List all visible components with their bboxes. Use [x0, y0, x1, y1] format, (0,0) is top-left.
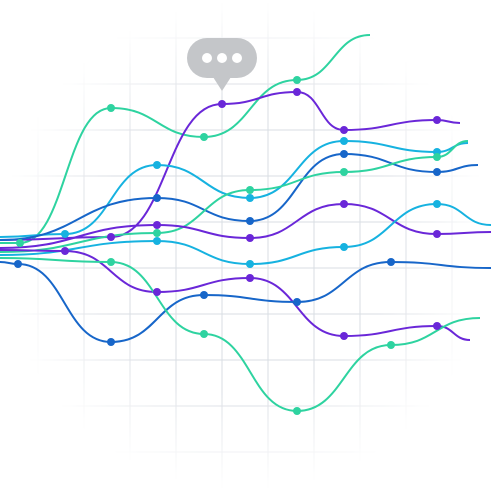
data-point [433, 153, 441, 161]
bubble-dot [202, 53, 212, 63]
data-point [200, 330, 208, 338]
dots [14, 76, 441, 415]
data-point [246, 186, 254, 194]
data-point [107, 104, 115, 112]
data-point [153, 221, 161, 229]
data-point [433, 168, 441, 176]
data-point [293, 298, 301, 306]
data-point [61, 247, 69, 255]
data-point [340, 332, 348, 340]
data-point [340, 168, 348, 176]
data-point [293, 88, 301, 96]
data-point [14, 260, 22, 268]
lines [0, 34, 491, 413]
series-line [0, 260, 491, 344]
data-point [246, 217, 254, 225]
data-point [153, 288, 161, 296]
data-point [61, 230, 69, 238]
data-point [293, 407, 301, 415]
data-point [107, 338, 115, 346]
bubble-tail [213, 77, 231, 91]
data-point [246, 194, 254, 202]
data-point [387, 341, 395, 349]
data-point [340, 200, 348, 208]
data-point [200, 291, 208, 299]
bubble-dot [217, 53, 227, 63]
data-point [340, 126, 348, 134]
data-point [16, 239, 24, 247]
speech-bubble [187, 38, 257, 91]
data-point [153, 194, 161, 202]
data-point [340, 243, 348, 251]
data-point [387, 258, 395, 266]
data-point [200, 133, 208, 141]
data-point [246, 260, 254, 268]
data-point [107, 258, 115, 266]
bubble-dot [232, 53, 242, 63]
data-point [107, 233, 115, 241]
data-point [433, 200, 441, 208]
data-point [153, 229, 161, 237]
data-point [293, 76, 301, 84]
data-point [433, 116, 441, 124]
data-point [340, 150, 348, 158]
data-point [218, 100, 226, 108]
data-point [340, 137, 348, 145]
series-line [0, 257, 481, 413]
data-point [153, 237, 161, 245]
data-point [246, 234, 254, 242]
data-point [246, 274, 254, 282]
data-point [153, 161, 161, 169]
series-line [0, 202, 491, 249]
data-point [433, 230, 441, 238]
data-point [433, 322, 441, 330]
